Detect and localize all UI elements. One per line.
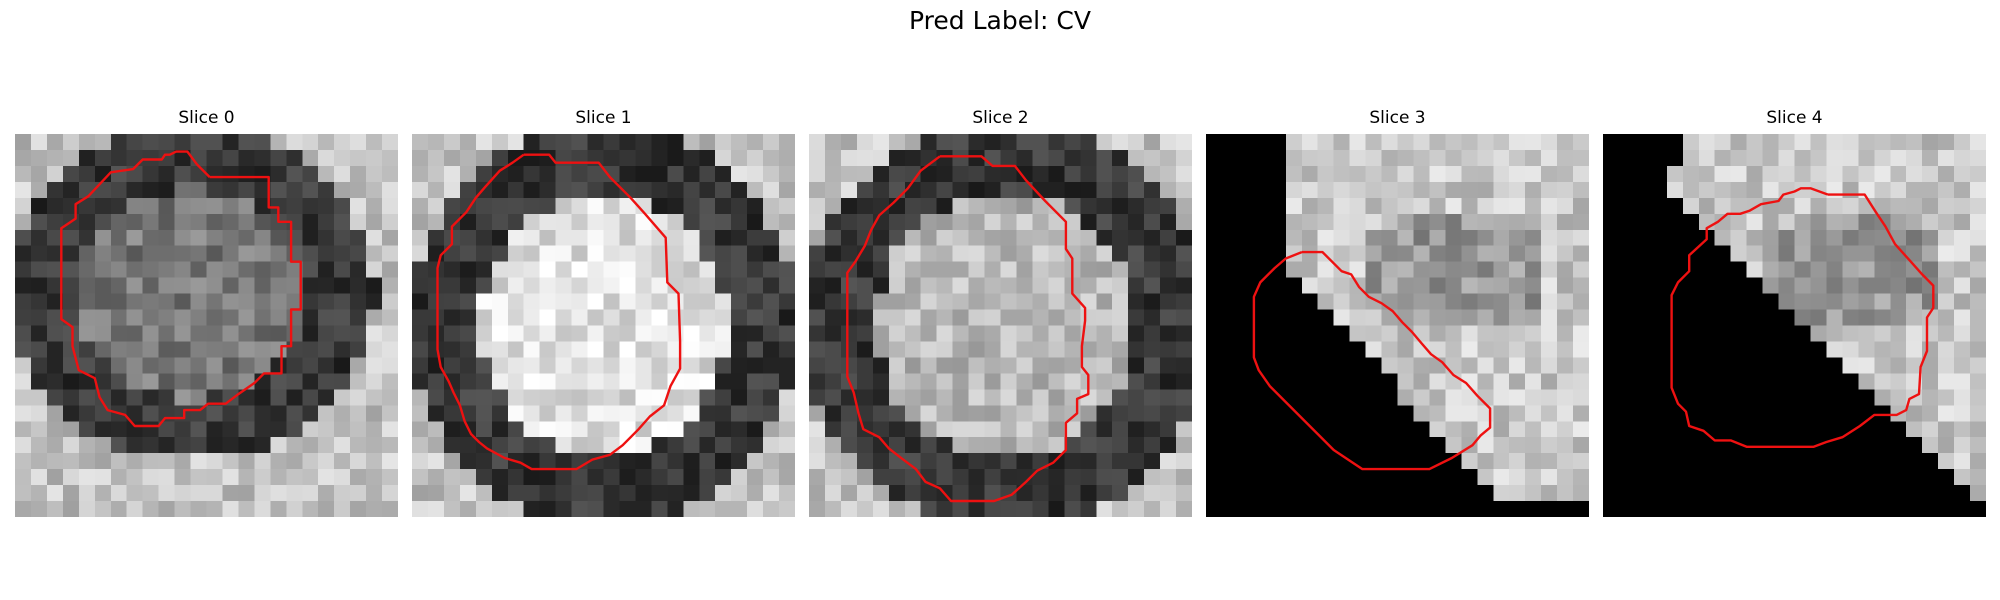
slice-title: Slice 0 (178, 108, 235, 128)
slice-image (412, 134, 795, 517)
segmentation-contour (846, 155, 1090, 503)
pixel-grid (1206, 134, 1589, 517)
slice-title: Slice 2 (972, 108, 1029, 128)
pixel-grid (809, 134, 1192, 517)
segmentation-contour (436, 153, 682, 471)
pixel-grid (412, 134, 795, 517)
slice-image (15, 134, 398, 517)
slice-svg (809, 134, 1192, 517)
segmentation-contour (60, 150, 302, 428)
slice-image (809, 134, 1192, 517)
slice-svg (1206, 134, 1589, 517)
pixel-grid (1603, 134, 1986, 517)
slice-svg (412, 134, 795, 517)
slice-svg (15, 134, 398, 517)
slice-title: Slice 3 (1369, 108, 1426, 128)
slice-title: Slice 1 (575, 108, 632, 128)
slice-image (1206, 134, 1589, 517)
slice-title: Slice 4 (1766, 108, 1823, 128)
slice-svg (1603, 134, 1986, 517)
pixel-grid (15, 134, 398, 517)
segmentation-contour (1252, 250, 1492, 471)
figure-title: Pred Label: CV (909, 6, 1091, 35)
slice-image (1603, 134, 1986, 517)
segmentation-contour (1670, 187, 1935, 448)
